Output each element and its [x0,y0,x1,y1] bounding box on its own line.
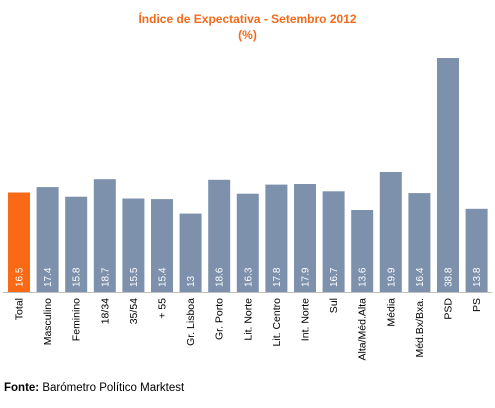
category-label-14: Méd.Bx/Bxa. [414,298,426,358]
category-label-8: Lit. Norte [242,298,254,341]
category-label-5: + 55 [157,298,169,319]
bar-10 [294,184,316,292]
category-label-2: Feminino [71,298,83,341]
value-label-2: 15.8 [72,267,83,287]
value-label-6: 13 [186,275,197,287]
bar-13 [379,172,402,292]
bar-0 [8,192,30,292]
chart-title-block: Índice de Expectativa - Setembro 2012 (%… [0,11,495,43]
bar-8 [236,193,259,292]
value-label-0: 16.5 [15,267,26,287]
category-label-4: 35/54 [128,298,140,324]
bar-5 [151,199,173,292]
bar-14 [408,193,431,292]
bar-7 [208,179,231,292]
bar-1 [36,187,59,292]
bar-9 [265,184,288,292]
value-label-16: 13.8 [472,267,483,287]
value-label-11: 16.7 [329,267,340,287]
category-label-12: Alta/Méd.Alta [357,298,369,361]
value-label-4: 15.5 [129,267,140,287]
bar-2 [65,196,88,292]
bar-16 [465,208,488,292]
value-label-8: 16.3 [243,267,254,287]
bar-4 [122,198,145,292]
category-label-15: PSD [443,298,455,320]
value-label-5: 15.4 [158,267,169,287]
category-label-0: Total [14,298,26,320]
source-label: Fonte: [4,382,40,394]
category-label-6: Gr. Lisboa [185,298,197,346]
chart-subtitle: (%) [238,28,257,42]
value-label-3: 18.7 [100,267,111,287]
category-label-16: PS [471,298,483,312]
category-label-10: Int. Norte [300,298,312,341]
bar-15 [437,58,459,292]
bar-3 [93,179,116,292]
value-label-1: 17.4 [43,267,54,287]
category-label-11: Sul [328,298,340,313]
category-label-9: Lit. Centro [271,298,283,347]
category-label-3: 18/34 [99,298,111,324]
bar-12 [351,210,374,292]
value-label-7: 18.6 [215,267,226,287]
bar-6 [179,213,202,292]
value-label-15: 38.8 [444,267,455,287]
bar-11 [322,191,345,292]
value-label-14: 16.4 [415,267,426,287]
source-note: Fonte: Barómetro Político Marktest [4,382,184,394]
category-label-13: Média [385,298,397,327]
value-label-10: 17.9 [301,267,312,287]
chart-title: Índice de Expectativa - Setembro 2012 [138,12,357,26]
category-label-7: Gr. Porto [214,298,226,340]
value-label-12: 13.6 [358,267,369,287]
value-label-13: 19.9 [386,267,397,287]
value-label-9: 17.8 [272,267,283,287]
source-text: Barómetro Político Marktest [39,382,185,394]
category-label-1: Masculino [42,298,54,345]
